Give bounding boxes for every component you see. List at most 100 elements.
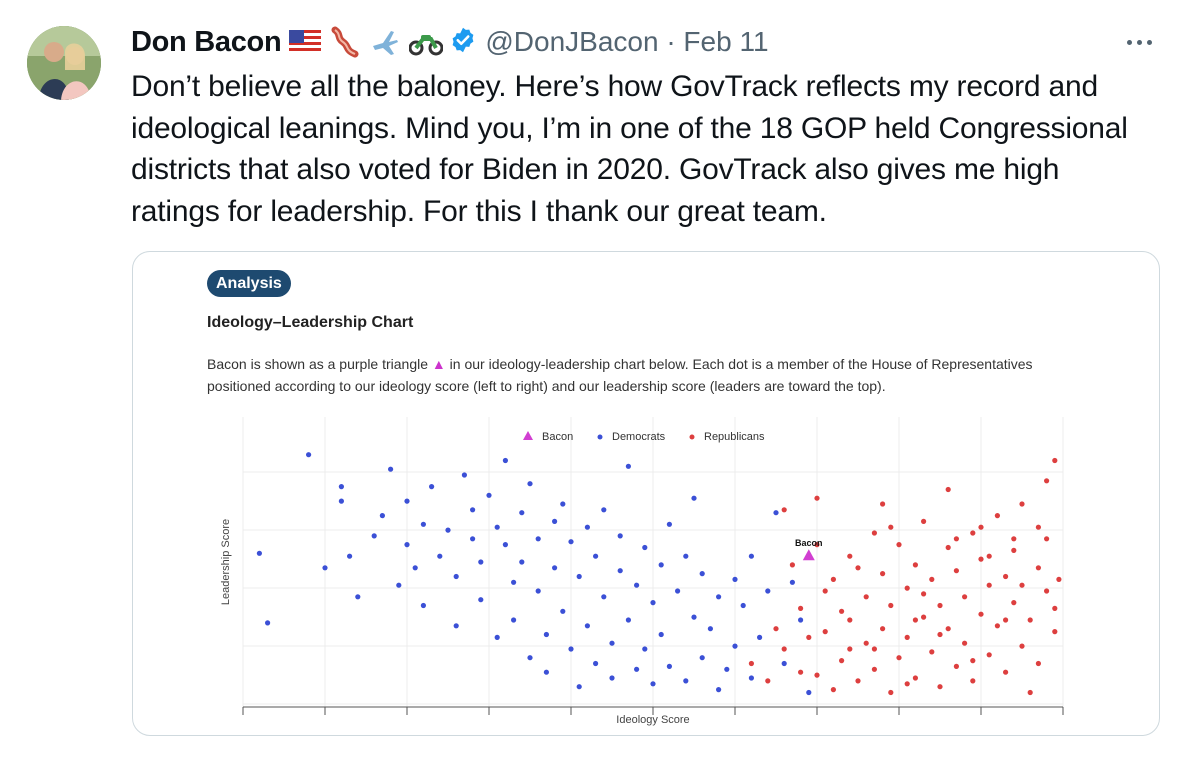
republican-point bbox=[1011, 547, 1017, 553]
republican-point bbox=[822, 588, 828, 594]
legend-democrats-marker bbox=[597, 434, 603, 440]
republican-point bbox=[970, 658, 976, 664]
democrat-point bbox=[552, 565, 558, 571]
republican-point bbox=[953, 536, 960, 542]
democrat-point bbox=[568, 539, 574, 545]
democrat-point bbox=[265, 620, 271, 626]
democrat-point bbox=[560, 501, 566, 507]
democrat-point bbox=[347, 553, 353, 559]
democrat-point bbox=[765, 588, 771, 594]
democrat-point bbox=[593, 660, 599, 667]
democrat-point bbox=[404, 498, 410, 504]
republican-point bbox=[880, 501, 886, 507]
tweet-header: Don Bacon @DonJBacon · Feb 11 bbox=[131, 20, 769, 64]
legend-republicans-marker bbox=[689, 434, 695, 440]
republican-point bbox=[978, 524, 984, 530]
democrat-point bbox=[773, 510, 779, 516]
democrat-point bbox=[748, 553, 755, 559]
democrat-point bbox=[806, 689, 812, 696]
card-description-start: Bacon is shown as a purple triangle bbox=[207, 356, 432, 372]
democrat-point bbox=[740, 602, 746, 609]
republican-point bbox=[839, 658, 845, 664]
republican-point bbox=[1019, 582, 1025, 588]
republican-point bbox=[765, 678, 771, 684]
republican-point bbox=[839, 608, 845, 614]
republican-point bbox=[1044, 588, 1050, 594]
democrat-point bbox=[511, 617, 517, 623]
democrat-point bbox=[560, 608, 566, 614]
republican-point bbox=[978, 611, 984, 617]
democrat-point bbox=[617, 533, 623, 539]
democrat-point bbox=[470, 507, 476, 513]
democrat-point bbox=[494, 524, 500, 530]
republican-point bbox=[748, 660, 755, 667]
democrat-point bbox=[429, 484, 435, 490]
republican-point bbox=[896, 655, 902, 661]
republican-point bbox=[912, 562, 919, 568]
democrat-point bbox=[461, 472, 467, 478]
democrat-point bbox=[724, 666, 730, 672]
republican-point bbox=[904, 585, 910, 591]
democrat-point bbox=[478, 559, 484, 565]
democrat-point bbox=[535, 588, 541, 594]
democrat-point bbox=[511, 579, 517, 585]
democrat-point bbox=[658, 562, 664, 568]
more-options-icon[interactable] bbox=[1121, 30, 1157, 54]
democrat-point bbox=[568, 646, 574, 652]
display-name[interactable]: Don Bacon bbox=[131, 25, 282, 58]
democrat-point bbox=[470, 536, 476, 542]
republican-point bbox=[1044, 478, 1050, 484]
democrat-point bbox=[625, 463, 631, 469]
democrat-point bbox=[535, 536, 541, 542]
purple-triangle-icon: ▲ bbox=[431, 356, 446, 372]
democrat-point bbox=[502, 542, 508, 548]
republican-point bbox=[1052, 605, 1058, 611]
republican-point bbox=[937, 631, 943, 638]
democrat-point bbox=[617, 568, 623, 574]
bacon-marker bbox=[802, 549, 815, 561]
handle-and-date[interactable]: @DonJBacon · Feb 11 bbox=[485, 26, 769, 57]
republican-point bbox=[994, 623, 1001, 629]
republican-point bbox=[798, 669, 804, 675]
republican-point bbox=[798, 605, 804, 611]
card-description: Bacon is shown as a purple triangle ▲ in… bbox=[207, 353, 1087, 397]
democrat-point bbox=[527, 481, 533, 487]
democrat-point bbox=[683, 678, 689, 684]
republican-point bbox=[880, 626, 886, 632]
republican-point bbox=[1027, 617, 1033, 623]
democrat-point bbox=[527, 655, 533, 661]
republican-point bbox=[912, 617, 919, 623]
democrat-point bbox=[666, 663, 673, 669]
democrat-point bbox=[437, 553, 443, 559]
bacon-icon bbox=[329, 26, 361, 58]
embedded-image-card[interactable]: Analysis Ideology–Leadership Chart Bacon… bbox=[132, 251, 1160, 736]
republican-point bbox=[912, 675, 919, 681]
democrat-point bbox=[306, 452, 312, 458]
democrat-point bbox=[666, 521, 673, 527]
republican-point bbox=[773, 626, 779, 632]
democrat-point bbox=[584, 524, 590, 530]
republican-point bbox=[970, 678, 976, 684]
democrat-point bbox=[601, 594, 607, 600]
democrat-point bbox=[453, 573, 459, 580]
republican-point bbox=[822, 629, 828, 635]
verified-badge-icon[interactable] bbox=[449, 26, 477, 59]
republican-point bbox=[1011, 600, 1017, 606]
republican-point bbox=[1003, 669, 1009, 675]
avatar[interactable] bbox=[27, 26, 101, 100]
ideology-leadership-chart: Ideology Score Leadership Score Bacon Democ… bbox=[220, 417, 1064, 726]
republican-point bbox=[986, 553, 992, 559]
democrat-point bbox=[683, 553, 689, 559]
republican-point bbox=[847, 617, 853, 623]
democrat-point bbox=[707, 626, 714, 632]
democrat-point bbox=[609, 675, 615, 681]
republican-point bbox=[1019, 643, 1025, 649]
democrat-point bbox=[388, 466, 394, 472]
republican-point bbox=[1035, 524, 1041, 530]
democrat-point bbox=[642, 646, 648, 652]
democrat-point bbox=[576, 684, 582, 690]
republican-point bbox=[880, 571, 886, 577]
democrat-point bbox=[625, 617, 631, 623]
republican-point bbox=[847, 553, 853, 559]
republican-point bbox=[830, 576, 837, 582]
